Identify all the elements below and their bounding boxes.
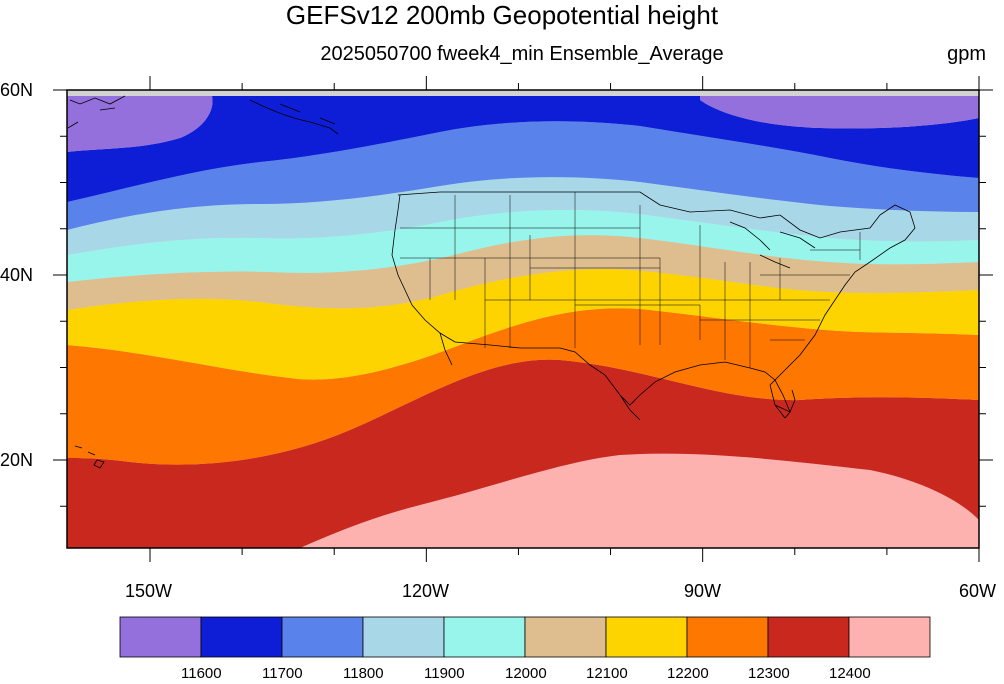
colorbar-label: 11600 — [181, 665, 222, 682]
colorbar-swatch — [767, 616, 850, 658]
contour-band-12400 — [67, 453, 979, 548]
map-frame — [66, 89, 980, 549]
hawaii — [74, 445, 105, 469]
units-label: gpm — [947, 43, 986, 65]
east-coast — [769, 204, 916, 386]
colorbar-swatch — [443, 616, 526, 658]
colorbar-label: 11800 — [343, 665, 384, 682]
alaska-coast — [249, 99, 339, 135]
colorbar-label: 12000 — [505, 665, 547, 682]
colorbar-label: 11900 — [424, 665, 465, 682]
colorbar-swatch — [524, 616, 607, 658]
contour-band-11800 — [67, 177, 979, 255]
colorbar-label: 11700 — [262, 665, 303, 682]
lon-label-120w: 120W — [402, 581, 450, 601]
lat-label-40n: 40N — [0, 265, 34, 285]
us-west-coast — [391, 194, 456, 343]
colorbar-swatch — [848, 616, 931, 658]
coastline-group — [67, 95, 916, 469]
state-lines-group — [400, 192, 861, 368]
great-lakes — [729, 221, 816, 269]
lon-label-150w: 150W — [125, 581, 173, 601]
map-subtitle: 2025050700 fweek4_min Ensemble_Average — [320, 43, 724, 65]
contour-band-12200 — [67, 308, 979, 465]
contour-band-12000 — [67, 235, 979, 310]
mexico-baja — [439, 332, 641, 421]
contour-band-below-11600-east — [700, 96, 979, 129]
lat-label-20n: 20N — [0, 450, 34, 470]
lon-label-60w: 60W — [959, 581, 997, 601]
contour-band-11600 — [67, 96, 979, 202]
colorbar-swatch — [686, 616, 769, 658]
contour-band-11700 — [67, 121, 979, 230]
colorbar-label: 12200 — [667, 665, 709, 682]
colorbar-label: 12100 — [586, 665, 628, 682]
colorbar-swatch — [605, 616, 688, 658]
map-title: GEFSv12 200mb Geopotential height — [285, 0, 719, 30]
colorbar-label: 12300 — [748, 665, 790, 682]
contour-band-11900 — [67, 209, 979, 282]
colorbar-label: 12400 — [829, 665, 871, 682]
top-missing-strip — [67, 90, 979, 96]
alaska-islands — [67, 95, 126, 129]
canada-border — [397, 191, 881, 239]
colorbar-swatch — [200, 616, 283, 658]
contour-band-12300 — [67, 359, 979, 548]
axis-ticks-group — [53, 76, 993, 562]
colorbar-swatch — [362, 616, 445, 658]
colorbar — [119, 616, 931, 658]
colorbar-swatch — [281, 616, 364, 658]
gulf-coast — [654, 361, 791, 419]
colorbar-swatch — [119, 616, 202, 658]
florida — [774, 389, 796, 413]
lon-label-90w: 90W — [684, 581, 722, 601]
lat-label-60n: 60N — [0, 80, 34, 100]
contour-band-below-11600-west — [67, 96, 213, 152]
contour-band-12100 — [67, 269, 979, 380]
contour-fill-group — [67, 90, 979, 548]
